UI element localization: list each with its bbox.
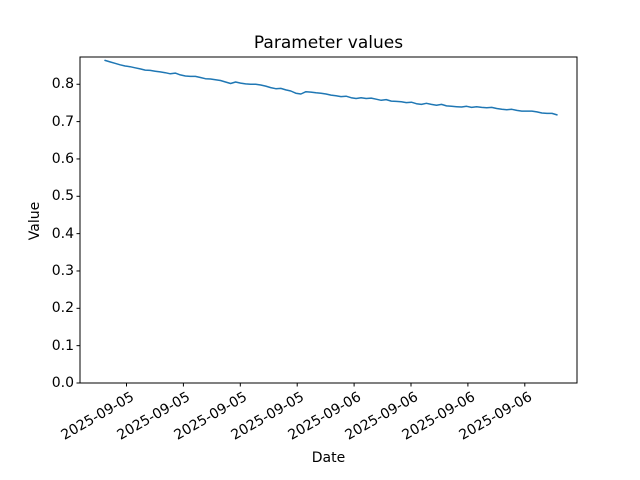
y-tick-label: 0.6 [51,150,74,167]
y-tick-label: 0.4 [51,225,74,242]
y-tick-label: 0.2 [51,300,74,317]
y-tick-label: 0.1 [51,337,74,354]
y-tick-label: 0.5 [51,188,74,205]
x-axis-label: Date [311,450,346,466]
data-line [104,59,558,116]
y-tick-label: 0.7 [51,113,74,130]
y-tick-label: 0.0 [51,375,74,391]
y-tick-label: 0.3 [51,262,74,279]
chart-title: Parameter values [253,33,404,53]
y-tick-label: 0.8 [51,76,74,93]
axes-spines [79,56,578,384]
